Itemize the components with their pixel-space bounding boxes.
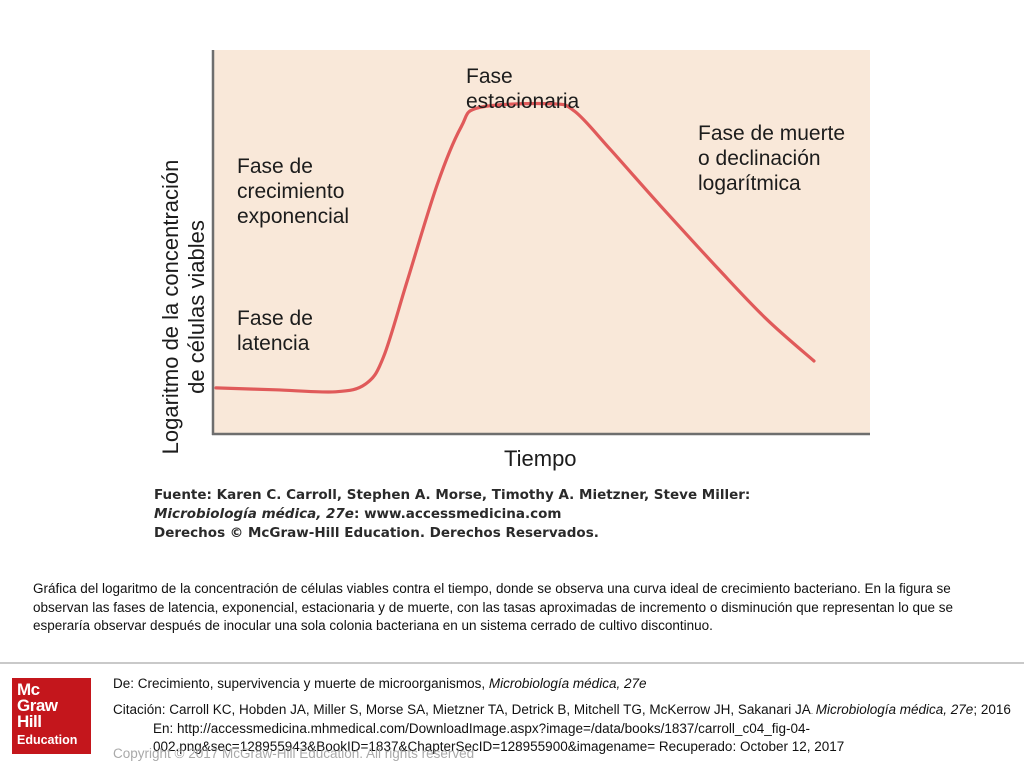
copyright-notice: Copyright © 2017 McGraw-Hill Education. …	[113, 746, 475, 761]
logo-text-mc: Mc	[17, 680, 40, 699]
citation-title: Microbiología médica, 27e	[815, 701, 974, 717]
citation-details: ; 2016 En: http://accessmedicina.mhmedic…	[153, 701, 1011, 754]
footer-divider	[0, 662, 1024, 664]
annotation-lag-phase: Fase de latencia	[237, 307, 313, 355]
y-axis-label: Logaritmo de la concentración de células…	[158, 159, 209, 455]
growth-curve-chart	[211, 50, 870, 436]
logo-text-education: Education	[17, 733, 78, 747]
citation-line: Citación: Carroll KC, Hobden JA, Miller …	[113, 701, 1013, 756]
annotation-exponential-phase: Fase de crecimiento exponencial	[237, 155, 350, 228]
source-book: Microbiología médica, 27e: www.accessmed…	[154, 505, 750, 524]
from-title: Microbiología médica, 27e	[488, 676, 647, 691]
growth-curve-figure: Logaritmo de la concentración de células…	[150, 48, 870, 543]
logo-text-hill: Hill	[17, 712, 42, 731]
figure-source: Fuente: Karen C. Carroll, Stephen A. Mor…	[154, 486, 750, 543]
logo-text-graw: Graw	[17, 696, 58, 715]
source-book-title: Microbiología médica, 27e	[154, 506, 354, 522]
citation-authors: Citación: Carroll KC, Hobden JA, Miller …	[113, 701, 811, 717]
from-line: De: Crecimiento, supervivencia y muerte …	[113, 675, 1013, 693]
x-axis-label: Tiempo	[504, 446, 577, 471]
annotation-death-phase: Fase de muerte o declinación logarítmica	[698, 122, 846, 195]
plot-area	[213, 50, 870, 435]
source-rights: Derechos © McGraw-Hill Education. Derech…	[154, 525, 599, 541]
from-prefix: De: Crecimiento, supervivencia y muerte …	[113, 676, 489, 691]
mcgraw-hill-logo: Mc Graw Hill Education	[12, 678, 91, 754]
citation-separator: .	[810, 705, 816, 716]
growth-curve-line	[214, 101, 816, 394]
annotation-stationary-phase: Fase estacionaria	[466, 65, 580, 113]
credit-block: De: Crecimiento, supervivencia y muerte …	[113, 675, 1013, 755]
figure-caption: Gráfica del logaritmo de la concentració…	[33, 581, 954, 633]
source-website: : www.accessmedicina.com	[353, 506, 562, 522]
source-authors: Fuente: Karen C. Carroll, Stephen A. Mor…	[154, 487, 751, 503]
